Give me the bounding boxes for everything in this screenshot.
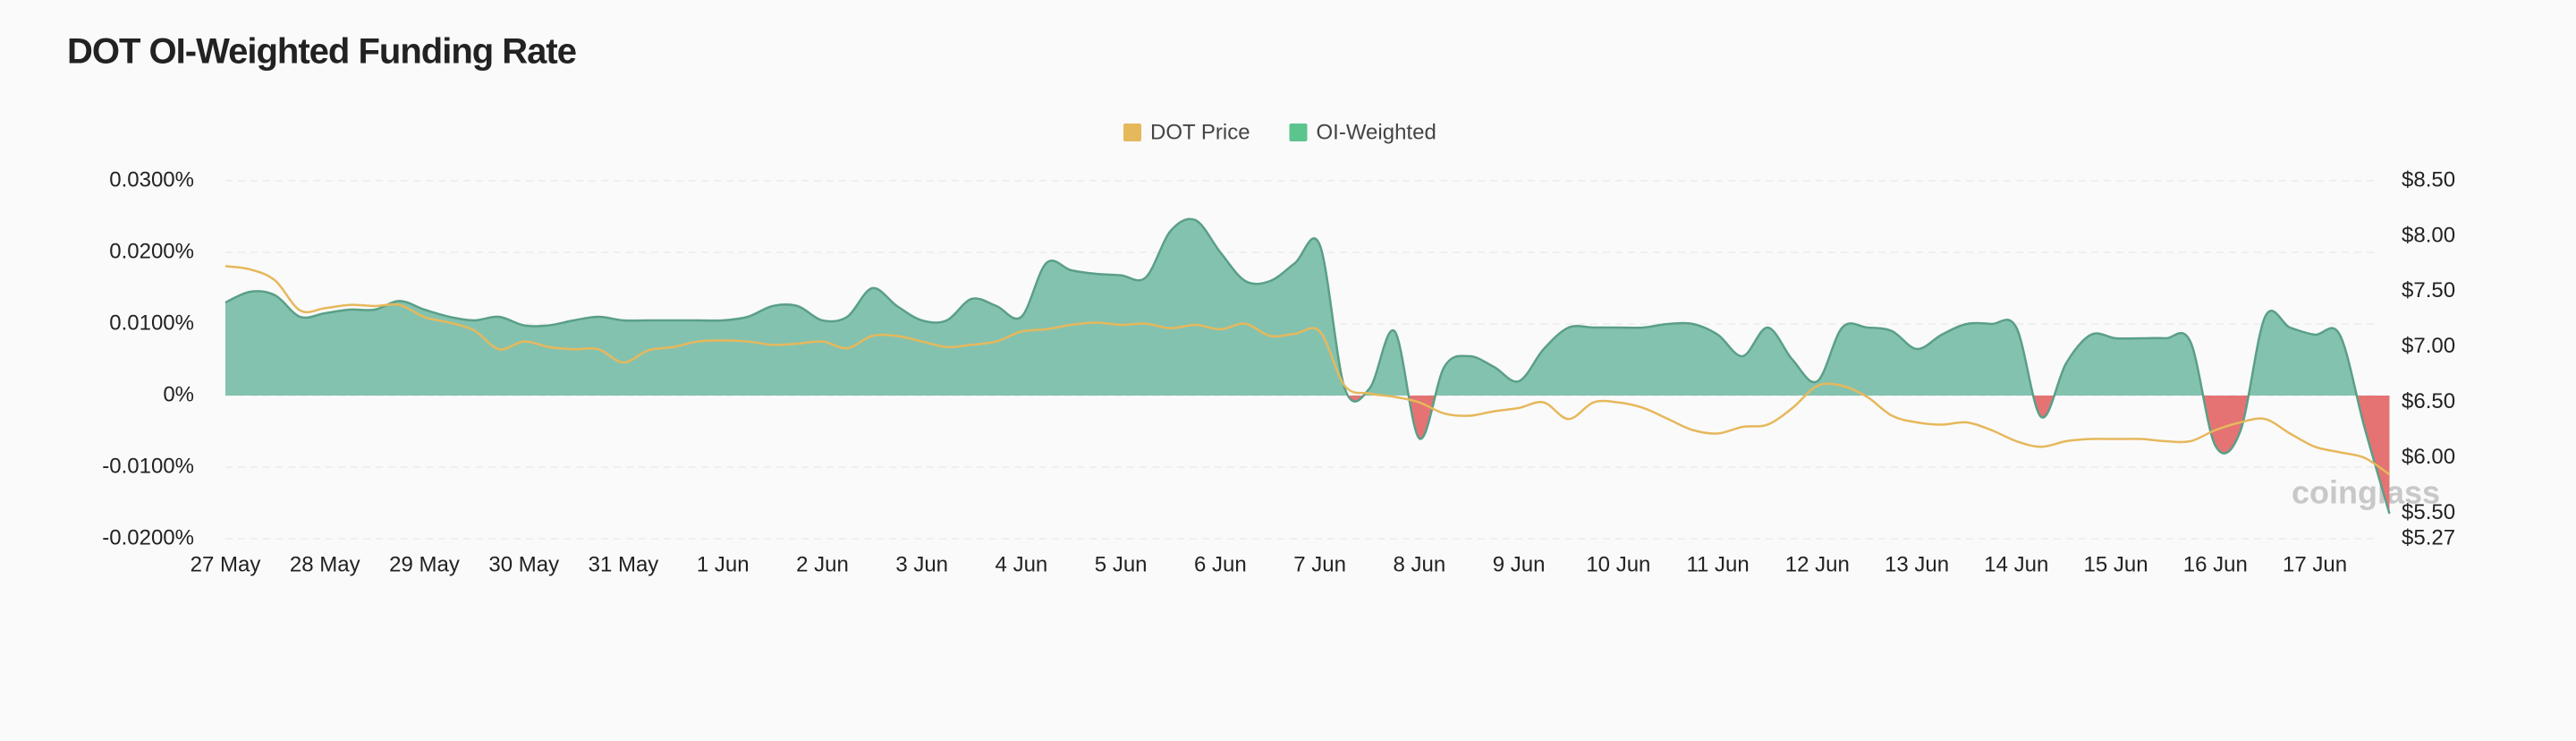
x-tick-label: 29 May [389, 552, 460, 576]
chart-title: DOT OI-Weighted Funding Rate [67, 32, 576, 72]
y2-tick-label: $5.27 [2402, 525, 2455, 549]
x-tick-label: 11 Jun [1686, 552, 1749, 576]
x-tick-label: 27 May [191, 552, 261, 576]
y-tick-label: -0.0100% [102, 454, 194, 478]
x-tick-label: 2 Jun [796, 552, 849, 576]
y-tick-label: -0.0200% [102, 525, 194, 549]
legend: DOT Price OI-Weighted [1123, 120, 1436, 144]
y-tick-label: 0.0300% [109, 167, 194, 192]
x-tick-label: 1 Jun [697, 552, 750, 576]
y2-tick-label: $5.50 [2402, 500, 2455, 524]
x-tick-label: 4 Jun [996, 552, 1048, 576]
x-tick-label: 16 Jun [2183, 552, 2248, 576]
legend-label: DOT Price [1150, 120, 1250, 144]
y2-tick-label: $6.00 [2402, 445, 2455, 469]
x-tick-label: 13 Jun [1885, 552, 1949, 576]
x-tick-label: 10 Jun [1586, 552, 1650, 576]
x-tick-label: 5 Jun [1095, 552, 1148, 576]
y2-tick-label: $7.50 [2402, 278, 2455, 302]
legend-swatch [1289, 124, 1308, 141]
price-line [225, 265, 2391, 476]
y-tick-label: 0.0200% [109, 239, 194, 263]
x-tick-label: 14 Jun [1984, 552, 2048, 576]
y2-tick-label: $8.50 [2402, 167, 2455, 192]
legend-swatch [1123, 124, 1141, 141]
watermark: coinglass [2292, 474, 2440, 511]
x-tick-label: 8 Jun [1394, 552, 1446, 576]
x-tick-label: 28 May [290, 552, 360, 576]
x-tick-label: 12 Jun [1785, 552, 1850, 576]
area-positive [225, 218, 2390, 396]
x-tick-label: 7 Jun [1293, 552, 1346, 576]
x-tick-label: 6 Jun [1194, 552, 1247, 576]
y-tick-label: 0% [163, 382, 194, 406]
y2-tick-label: $8.00 [2402, 223, 2455, 247]
legend-label: OI-Weighted [1317, 120, 1436, 144]
x-tick-label: 30 May [488, 552, 559, 576]
x-tick-label: 17 Jun [2283, 552, 2347, 576]
x-tick-label: 15 Jun [2084, 552, 2148, 576]
x-tick-label: 3 Jun [895, 552, 948, 576]
x-tick-label: 9 Jun [1493, 552, 1546, 576]
area-line [225, 217, 2391, 515]
y2-tick-label: $7.00 [2402, 334, 2455, 358]
y2-tick-label: $6.50 [2402, 389, 2455, 413]
x-tick-label: 31 May [589, 552, 659, 576]
y-tick-label: 0.0100% [109, 311, 194, 335]
